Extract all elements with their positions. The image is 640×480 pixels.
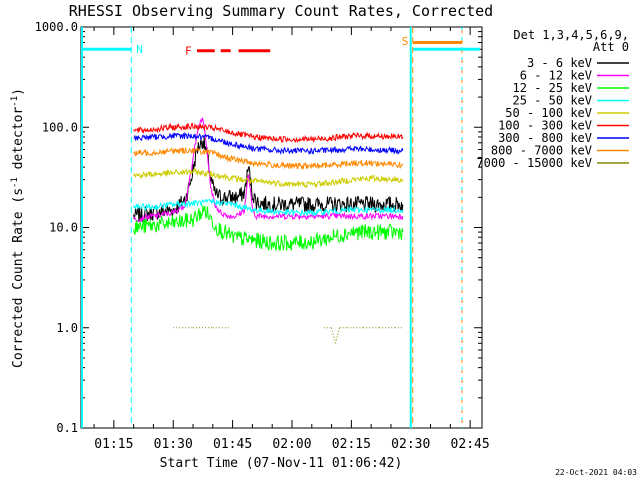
legend-entry-label: 300 - 800 keV: [498, 131, 592, 145]
y-tick-label: 100.0: [42, 120, 78, 134]
series-line-6: [133, 131, 404, 156]
x-tick-label: 01:15: [94, 437, 133, 452]
legend-entry-label: 25 - 50 keV: [513, 94, 592, 108]
x-tick-label: 02:45: [451, 437, 490, 452]
series-line-5: [133, 122, 404, 144]
legend-entry-label: 800 - 7000 keV: [491, 144, 592, 158]
series-line-8: [173, 327, 403, 344]
x-tick-label: 01:30: [154, 437, 193, 452]
y-tick-label: 1.0: [56, 321, 78, 335]
legend-entry-label: 6 - 12 keV: [520, 69, 592, 83]
chart-title: RHESSI Observing Summary Count Rates, Co…: [69, 2, 493, 20]
saa-label: S: [402, 35, 409, 48]
x-axis-label: Start Time (07-Nov-11 01:06:42): [160, 456, 403, 471]
y-axis-label: Corrected Count Rate (s-1 detector-1): [10, 88, 26, 368]
legend-entry-label: 50 - 100 keV: [505, 106, 592, 120]
series-line-7: [133, 146, 404, 171]
y-tick-label: 1000.0: [35, 20, 78, 34]
y-tick-label: 0.1: [56, 421, 78, 435]
series-line-1: [133, 116, 404, 223]
legend-entry-label: 3 - 6 keV: [527, 56, 592, 70]
series-line-4: [133, 168, 404, 189]
flare-flag-label: F: [185, 45, 192, 58]
night-label: N: [136, 43, 143, 56]
legend-entry-label: 7000 - 15000 keV: [476, 156, 592, 170]
x-tick-label: 02:15: [332, 437, 371, 452]
series-line-3: [133, 198, 404, 218]
x-tick-label: 02:00: [272, 437, 311, 452]
legend-entry-label: 12 - 25 keV: [513, 81, 592, 95]
x-tick-label: 01:45: [213, 437, 252, 452]
legend-entry-label: 100 - 300 keV: [498, 119, 592, 133]
legend-title-attenuator: Att 0: [593, 40, 629, 54]
footer-date: 22-Oct-2021 04:03: [555, 468, 637, 477]
legend-title-detectors: Det 1,3,4,5,6,9,: [513, 28, 629, 42]
x-tick-label: 02:30: [391, 437, 430, 452]
series-line-2: [133, 205, 404, 252]
y-tick-label: 10.0: [49, 221, 78, 235]
